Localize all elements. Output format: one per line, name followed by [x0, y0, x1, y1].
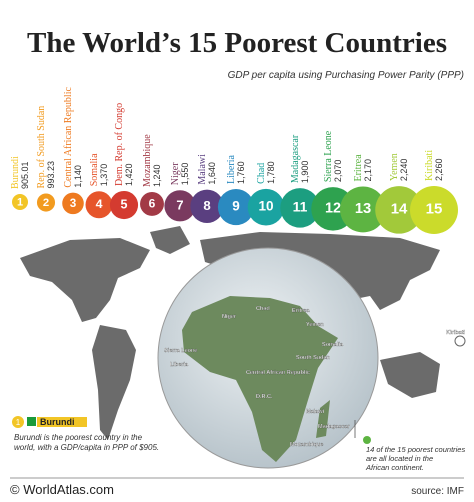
map-label: D.R.C.	[256, 394, 273, 400]
rank-label: 3	[70, 197, 77, 210]
category-label: Yemen	[389, 153, 400, 181]
value-label: 1,760	[236, 161, 246, 184]
category-label: Madagascar	[290, 134, 301, 183]
map-label: Central African Republic	[246, 370, 310, 376]
rank-label: 5	[121, 198, 128, 212]
note-icon	[363, 436, 371, 444]
category-label: Malawi	[197, 154, 208, 185]
bubble	[12, 194, 28, 210]
map-label: Kiribati	[446, 330, 465, 336]
callout-country: Burundi	[40, 417, 75, 427]
value-label: 1,780	[266, 161, 276, 184]
africa	[182, 296, 338, 462]
chart-subtitle: GDP per capita using Purchasing Power Pa…	[228, 70, 464, 81]
rank-label: 12	[325, 200, 341, 216]
bubble	[36, 193, 56, 212]
value-label: 2,240	[399, 159, 409, 182]
category-label: Rep. of South Sudan	[36, 106, 47, 189]
category-label: Burundi	[10, 156, 21, 189]
bubble	[375, 186, 423, 234]
category-label: Somalia	[89, 153, 100, 186]
footer-brand: © WorldAtlas.com	[10, 482, 114, 497]
bubble	[217, 188, 255, 226]
map-label: Chad	[256, 306, 270, 312]
bubble	[164, 190, 196, 222]
chart-title: The World’s 15 Poorest Countries	[27, 27, 447, 59]
rank-label: 2	[43, 197, 49, 209]
bubble	[62, 192, 84, 215]
value-label: 1,640	[207, 162, 217, 185]
note-text: African continent.	[365, 463, 424, 472]
category-label: Eritrea	[353, 154, 364, 182]
callout-box: 1 Burundi	[12, 416, 87, 428]
note-text: are all located in the	[366, 454, 433, 463]
value-label: 2,170	[363, 159, 373, 182]
value-label: 1,240	[152, 164, 162, 187]
category-label: Sierra Leone	[323, 130, 334, 182]
bubble	[85, 191, 113, 219]
category-label: Mozambique	[142, 134, 153, 187]
rank-label: 7	[176, 197, 183, 212]
value-label: 993.23	[46, 161, 56, 189]
value-label: 1,550	[180, 163, 190, 186]
bubble	[340, 186, 386, 233]
category-label: Central African Republic	[63, 87, 74, 188]
value-label: 1,900	[300, 161, 310, 184]
rank-label: 6	[149, 196, 156, 210]
bubble	[109, 190, 139, 220]
rank-label: 15	[426, 201, 443, 218]
callout-text: world, with a GDP/capita in PPP of $905.	[14, 443, 159, 452]
map-label: Malawi	[306, 409, 325, 415]
map-label: Yemen	[306, 322, 324, 328]
map-label: Somalia	[322, 342, 344, 348]
map-label: South Sudan	[296, 355, 331, 361]
map-label: Eritrea	[292, 308, 310, 314]
madagascar-shape	[316, 400, 330, 438]
bubble	[140, 192, 164, 216]
callout-label-bg	[37, 417, 87, 427]
bubble	[410, 186, 458, 234]
map-label: Madagascar	[318, 424, 351, 430]
rank-label: 11	[293, 198, 308, 214]
map-label: Niger	[222, 314, 237, 320]
value-label: 2,260	[434, 158, 444, 181]
category-label: Niger	[170, 162, 181, 185]
value-label: 905.01	[20, 161, 30, 189]
flag	[27, 417, 36, 426]
kiribati-marker	[454, 335, 466, 347]
rank-label: 14	[391, 200, 408, 217]
rank-label: 13	[355, 201, 371, 217]
bubble	[247, 188, 285, 226]
category-label: Dem. Rep. of Congo	[114, 103, 125, 186]
category-label: Kiribati	[424, 150, 435, 181]
value-label: 1,420	[124, 163, 134, 186]
callout-text: Burundi is the poorest country in the	[14, 433, 143, 442]
map-label: Liberia	[170, 362, 189, 368]
bubble	[280, 188, 320, 228]
value-label: 1,370	[99, 164, 109, 187]
category-label: Liberia	[226, 155, 237, 184]
rank-label: 9	[232, 199, 240, 214]
callout-rank: 1	[16, 418, 21, 427]
category-label: Chad	[256, 163, 267, 184]
footer-source: source: IMF	[411, 486, 464, 497]
rank-label: 1	[17, 197, 23, 209]
map-label: Mozambique	[290, 442, 323, 448]
value-label: 1,140	[73, 165, 83, 188]
map-label: Sierra Leone	[164, 348, 197, 354]
rank-label: 10	[258, 199, 273, 214]
rank-label: 4	[96, 197, 103, 211]
callout-badge	[12, 416, 24, 428]
note-text: 14 of the 15 poorest countries	[366, 445, 465, 454]
bubble	[190, 189, 224, 224]
value-label: 2,070	[333, 160, 343, 183]
rank-label: 8	[203, 198, 210, 213]
